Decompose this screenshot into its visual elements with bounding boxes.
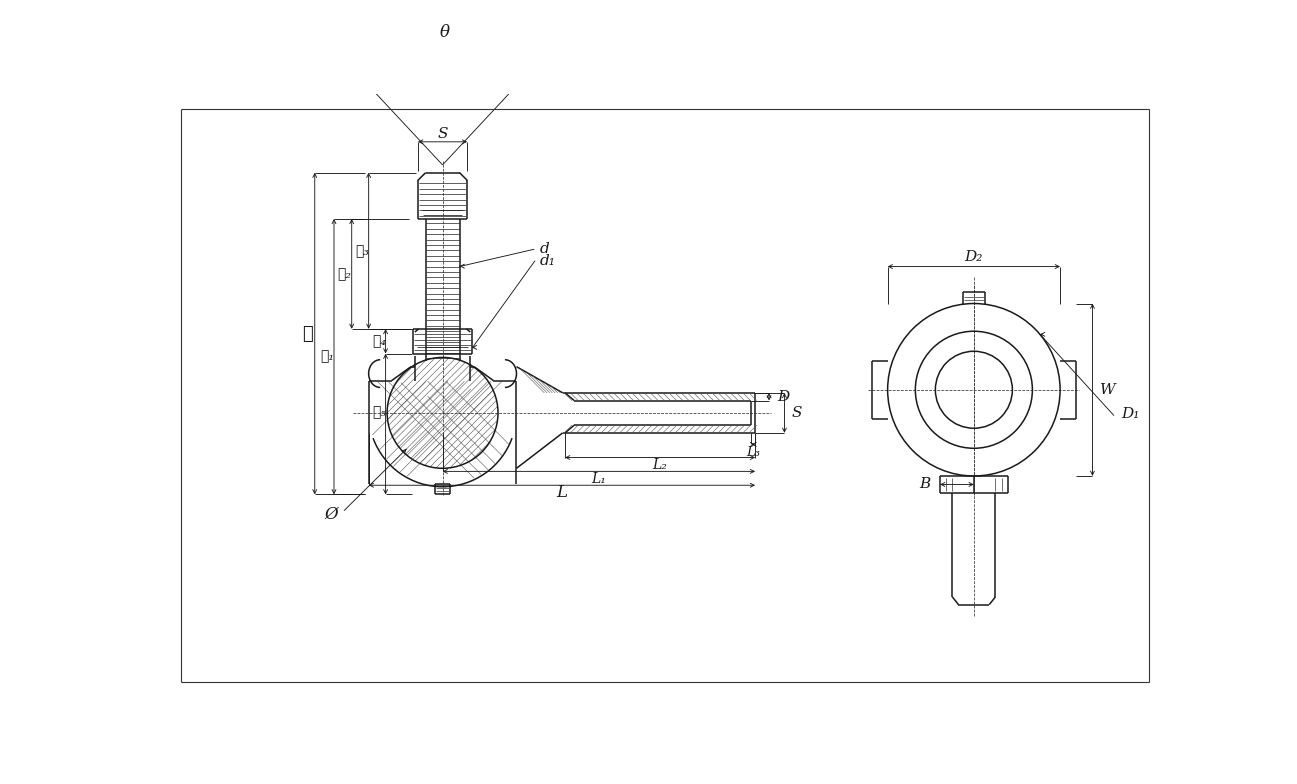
Text: ℓ₂: ℓ₂ [337, 267, 351, 281]
Text: D₁: D₁ [1122, 407, 1140, 421]
Text: L₃: L₃ [746, 445, 760, 459]
Text: S: S [437, 127, 447, 141]
Text: θ: θ [440, 24, 450, 41]
Text: D₂: D₂ [965, 250, 983, 264]
Text: ℓ₁: ℓ₁ [320, 350, 335, 364]
Text: L: L [556, 485, 567, 502]
Text: D: D [777, 390, 789, 404]
Text: W: W [1100, 383, 1115, 397]
Text: L₂: L₂ [652, 458, 668, 472]
Text: L₁: L₁ [591, 472, 606, 486]
Text: S: S [791, 406, 802, 420]
Text: ℓ: ℓ [302, 325, 313, 343]
Text: d₁: d₁ [540, 254, 555, 268]
Text: ℓ₃: ℓ₃ [355, 244, 370, 258]
Text: Ø: Ø [324, 506, 337, 523]
Text: B: B [920, 477, 931, 492]
Text: ℓ₄: ℓ₄ [372, 334, 387, 348]
Text: ℓ₅: ℓ₅ [372, 405, 387, 419]
Text: d: d [540, 242, 550, 256]
